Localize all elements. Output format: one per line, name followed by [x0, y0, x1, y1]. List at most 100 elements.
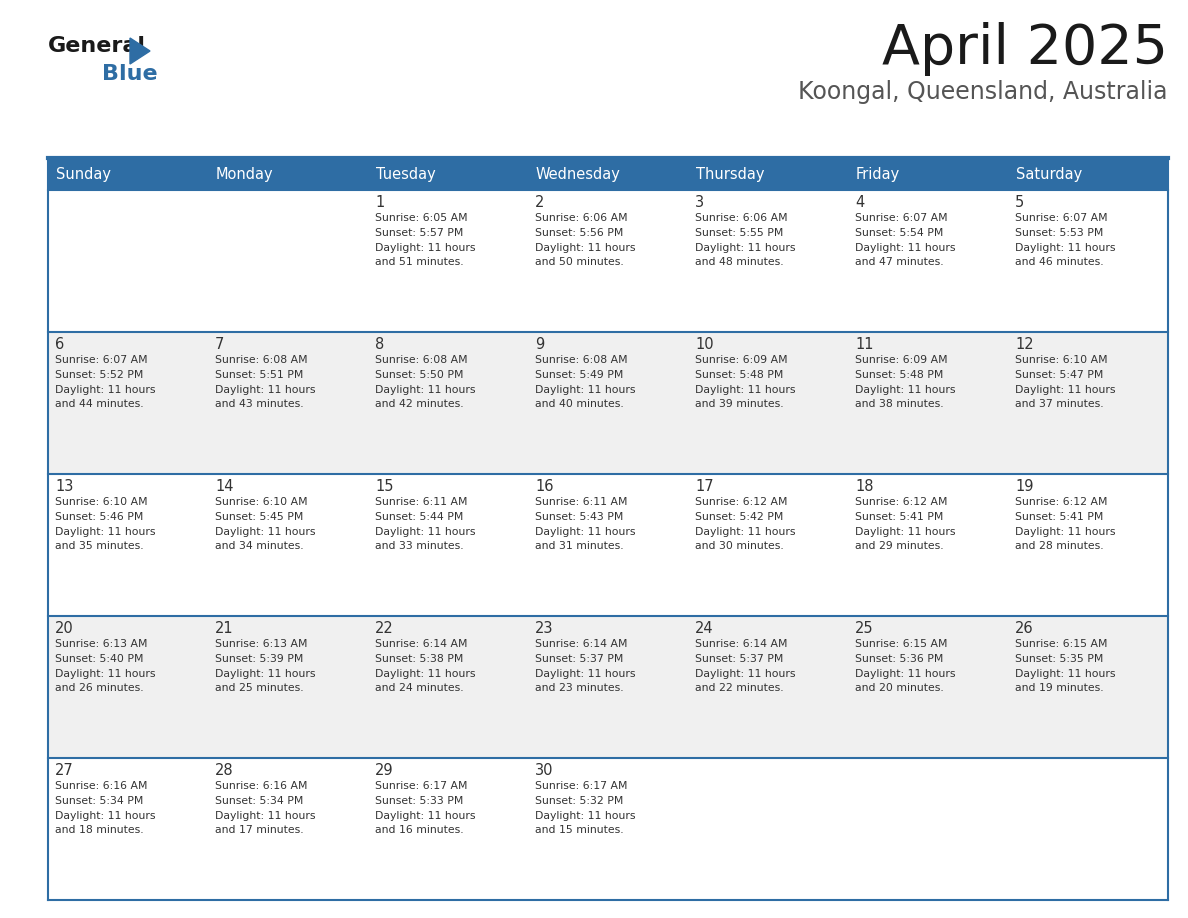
- Text: 2: 2: [535, 195, 544, 210]
- Text: Sunrise: 6:07 AM: Sunrise: 6:07 AM: [1015, 213, 1107, 223]
- Text: 21: 21: [215, 621, 234, 636]
- Text: Sunrise: 6:08 AM: Sunrise: 6:08 AM: [535, 355, 627, 365]
- Text: Daylight: 11 hours: Daylight: 11 hours: [535, 527, 636, 537]
- Text: and 22 minutes.: and 22 minutes.: [695, 683, 784, 693]
- Text: Sunset: 5:44 PM: Sunset: 5:44 PM: [375, 512, 463, 522]
- Text: and 44 minutes.: and 44 minutes.: [55, 399, 144, 409]
- Text: Sunrise: 6:09 AM: Sunrise: 6:09 AM: [695, 355, 788, 365]
- Text: 7: 7: [215, 337, 225, 352]
- Text: Daylight: 11 hours: Daylight: 11 hours: [855, 669, 955, 679]
- Text: 27: 27: [55, 763, 74, 778]
- Text: 15: 15: [375, 479, 393, 494]
- Text: Daylight: 11 hours: Daylight: 11 hours: [1015, 243, 1116, 253]
- Text: Sunrise: 6:17 AM: Sunrise: 6:17 AM: [375, 781, 468, 791]
- Text: Sunset: 5:43 PM: Sunset: 5:43 PM: [535, 512, 624, 522]
- Text: 14: 14: [215, 479, 234, 494]
- Text: Sunrise: 6:06 AM: Sunrise: 6:06 AM: [695, 213, 788, 223]
- Text: Sunset: 5:47 PM: Sunset: 5:47 PM: [1015, 370, 1104, 380]
- Text: 9: 9: [535, 337, 544, 352]
- Text: and 15 minutes.: and 15 minutes.: [535, 825, 624, 835]
- Text: Sunset: 5:50 PM: Sunset: 5:50 PM: [375, 370, 463, 380]
- Text: Daylight: 11 hours: Daylight: 11 hours: [1015, 527, 1116, 537]
- Text: and 34 minutes.: and 34 minutes.: [215, 541, 304, 551]
- Text: 12: 12: [1015, 337, 1034, 352]
- Bar: [368, 158, 527, 190]
- Text: Sunset: 5:53 PM: Sunset: 5:53 PM: [1015, 228, 1104, 238]
- Text: and 37 minutes.: and 37 minutes.: [1015, 399, 1104, 409]
- Text: and 35 minutes.: and 35 minutes.: [55, 541, 144, 551]
- Text: Daylight: 11 hours: Daylight: 11 hours: [375, 669, 475, 679]
- Text: and 24 minutes.: and 24 minutes.: [375, 683, 463, 693]
- Text: Sunrise: 6:11 AM: Sunrise: 6:11 AM: [375, 497, 468, 507]
- Text: Monday: Monday: [216, 166, 273, 182]
- Text: Sunrise: 6:12 AM: Sunrise: 6:12 AM: [855, 497, 948, 507]
- Text: Daylight: 11 hours: Daylight: 11 hours: [1015, 385, 1116, 395]
- Text: 22: 22: [375, 621, 393, 636]
- Text: 26: 26: [1015, 621, 1034, 636]
- Text: 11: 11: [855, 337, 873, 352]
- Text: 16: 16: [535, 479, 554, 494]
- Text: Wednesday: Wednesday: [536, 166, 621, 182]
- Text: 19: 19: [1015, 479, 1034, 494]
- Text: Sunrise: 6:13 AM: Sunrise: 6:13 AM: [215, 639, 308, 649]
- Text: Daylight: 11 hours: Daylight: 11 hours: [1015, 669, 1116, 679]
- Text: Sunrise: 6:14 AM: Sunrise: 6:14 AM: [695, 639, 788, 649]
- Text: Sunrise: 6:14 AM: Sunrise: 6:14 AM: [535, 639, 627, 649]
- Text: 30: 30: [535, 763, 554, 778]
- Text: and 42 minutes.: and 42 minutes.: [375, 399, 463, 409]
- Bar: [688, 158, 848, 190]
- Bar: [48, 616, 1168, 758]
- Text: 6: 6: [55, 337, 64, 352]
- Text: Sunrise: 6:12 AM: Sunrise: 6:12 AM: [695, 497, 788, 507]
- Text: Thursday: Thursday: [696, 166, 765, 182]
- Text: Sunrise: 6:16 AM: Sunrise: 6:16 AM: [55, 781, 147, 791]
- Text: Sunset: 5:56 PM: Sunset: 5:56 PM: [535, 228, 624, 238]
- Text: Daylight: 11 hours: Daylight: 11 hours: [695, 385, 796, 395]
- Text: and 38 minutes.: and 38 minutes.: [855, 399, 943, 409]
- Bar: [208, 158, 368, 190]
- Text: Sunset: 5:52 PM: Sunset: 5:52 PM: [55, 370, 144, 380]
- Text: 5: 5: [1015, 195, 1024, 210]
- Text: Sunset: 5:36 PM: Sunset: 5:36 PM: [855, 654, 943, 664]
- Text: Daylight: 11 hours: Daylight: 11 hours: [695, 669, 796, 679]
- Text: Sunset: 5:49 PM: Sunset: 5:49 PM: [535, 370, 624, 380]
- Text: Daylight: 11 hours: Daylight: 11 hours: [215, 811, 316, 821]
- Text: Daylight: 11 hours: Daylight: 11 hours: [695, 243, 796, 253]
- Text: Daylight: 11 hours: Daylight: 11 hours: [535, 385, 636, 395]
- Text: Sunday: Sunday: [56, 166, 110, 182]
- Text: and 30 minutes.: and 30 minutes.: [695, 541, 784, 551]
- Text: Daylight: 11 hours: Daylight: 11 hours: [855, 243, 955, 253]
- Polygon shape: [129, 38, 150, 64]
- Text: Sunset: 5:55 PM: Sunset: 5:55 PM: [695, 228, 783, 238]
- Text: Sunrise: 6:15 AM: Sunrise: 6:15 AM: [1015, 639, 1107, 649]
- Text: Sunset: 5:33 PM: Sunset: 5:33 PM: [375, 796, 463, 806]
- Text: Sunrise: 6:17 AM: Sunrise: 6:17 AM: [535, 781, 627, 791]
- Text: 28: 28: [215, 763, 234, 778]
- Text: Sunrise: 6:06 AM: Sunrise: 6:06 AM: [535, 213, 627, 223]
- Text: Sunrise: 6:10 AM: Sunrise: 6:10 AM: [1015, 355, 1107, 365]
- Text: Daylight: 11 hours: Daylight: 11 hours: [55, 669, 156, 679]
- Text: and 50 minutes.: and 50 minutes.: [535, 257, 624, 267]
- Text: and 48 minutes.: and 48 minutes.: [695, 257, 784, 267]
- Text: Sunset: 5:41 PM: Sunset: 5:41 PM: [1015, 512, 1104, 522]
- Text: Koongal, Queensland, Australia: Koongal, Queensland, Australia: [798, 80, 1168, 104]
- Text: General: General: [48, 36, 146, 56]
- Text: and 31 minutes.: and 31 minutes.: [535, 541, 624, 551]
- Text: Sunset: 5:35 PM: Sunset: 5:35 PM: [1015, 654, 1104, 664]
- Text: Sunrise: 6:10 AM: Sunrise: 6:10 AM: [215, 497, 308, 507]
- Text: and 18 minutes.: and 18 minutes.: [55, 825, 144, 835]
- Text: Blue: Blue: [102, 64, 158, 84]
- Text: Daylight: 11 hours: Daylight: 11 hours: [55, 527, 156, 537]
- Bar: [1007, 158, 1168, 190]
- Text: and 40 minutes.: and 40 minutes.: [535, 399, 624, 409]
- Text: Daylight: 11 hours: Daylight: 11 hours: [855, 385, 955, 395]
- Text: and 43 minutes.: and 43 minutes.: [215, 399, 304, 409]
- Text: Sunset: 5:57 PM: Sunset: 5:57 PM: [375, 228, 463, 238]
- Text: and 25 minutes.: and 25 minutes.: [215, 683, 304, 693]
- Text: Sunrise: 6:15 AM: Sunrise: 6:15 AM: [855, 639, 948, 649]
- Text: 20: 20: [55, 621, 74, 636]
- Text: and 19 minutes.: and 19 minutes.: [1015, 683, 1104, 693]
- Text: Friday: Friday: [857, 166, 901, 182]
- Bar: [48, 190, 1168, 332]
- Text: 10: 10: [695, 337, 714, 352]
